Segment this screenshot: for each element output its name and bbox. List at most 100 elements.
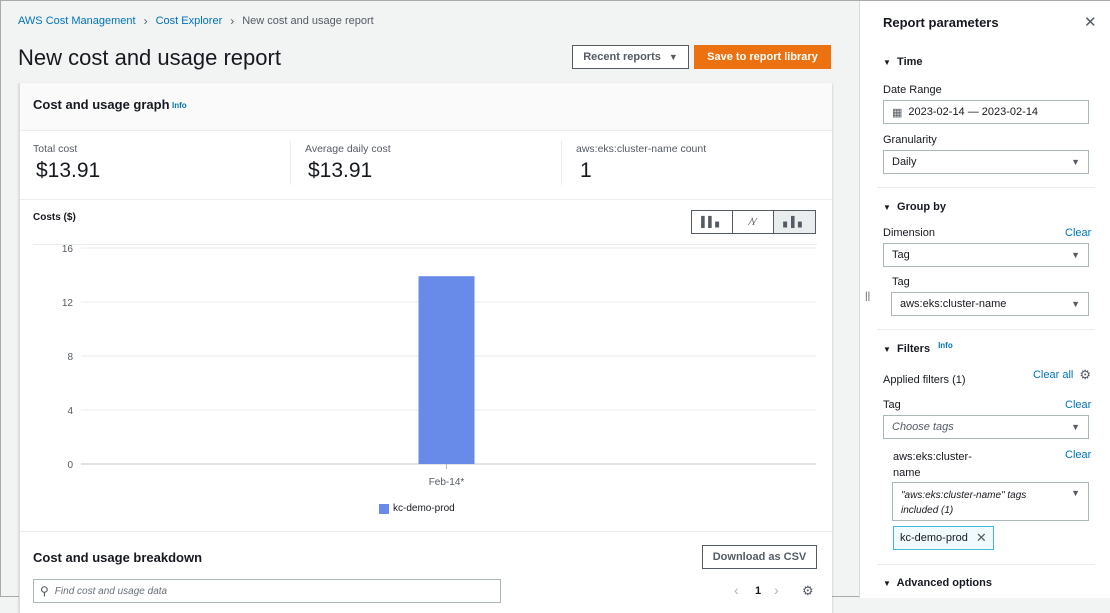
page-title: New cost and usage report bbox=[18, 45, 281, 70]
chevron-right-icon: › bbox=[230, 14, 235, 28]
settings-gear-icon[interactable]: ⚙ bbox=[1079, 367, 1091, 382]
filters-info-link[interactable]: Info bbox=[938, 341, 953, 350]
x-tick-label: Feb-14* bbox=[429, 477, 465, 488]
dimension-label: Dimension bbox=[883, 227, 935, 239]
card-header: Cost and usage graph Info bbox=[20, 83, 832, 131]
breadcrumb-cost-explorer[interactable]: Cost Explorer bbox=[155, 15, 223, 27]
caret-down-icon: ▼ bbox=[883, 345, 891, 354]
subtag-label: aws:eks:cluster-name bbox=[893, 451, 972, 479]
breakdown-search-input[interactable]: ⚲ Find cost and usage data bbox=[33, 579, 501, 603]
dimension-value: Tag bbox=[892, 249, 910, 261]
date-range-label: Date Range bbox=[883, 84, 942, 96]
tag-label: Tag bbox=[892, 276, 910, 288]
y-tick-label: 8 bbox=[67, 352, 73, 363]
granularity-label: Granularity bbox=[883, 134, 937, 146]
date-range-value: 2023-02-14 — 2023-02-14 bbox=[908, 106, 1039, 118]
breadcrumb: AWS Cost Management › Cost Explorer › Ne… bbox=[18, 14, 374, 28]
page-number[interactable]: 1 bbox=[755, 585, 762, 597]
metric-label: aws:eks:cluster-name count bbox=[576, 143, 707, 155]
download-csv-button[interactable]: Download as CSV bbox=[702, 545, 817, 569]
metric-label: Average daily cost bbox=[305, 143, 391, 155]
resize-handle-icon[interactable]: || bbox=[865, 291, 871, 302]
caret-down-icon: ▼ bbox=[883, 58, 891, 67]
subtag-clear-link[interactable]: Clear bbox=[1065, 449, 1092, 461]
filters-header: ▼ Filters Info bbox=[883, 341, 953, 355]
filter-tag-label: Tag bbox=[883, 399, 901, 411]
applied-filters-label: Applied filters (1) bbox=[883, 374, 966, 386]
stacked-bar-icon[interactable]: ▖▌▖ bbox=[774, 211, 815, 233]
caret-down-icon: ▼ bbox=[883, 579, 891, 588]
dimension-select[interactable]: Tag ▼ bbox=[883, 243, 1089, 267]
info-link[interactable]: Info bbox=[172, 101, 187, 110]
clear-all-link[interactable]: Clear all bbox=[1032, 369, 1074, 381]
caret-down-icon: ▼ bbox=[668, 52, 678, 62]
metric-total-cost: Total cost $13.91 bbox=[33, 143, 100, 183]
metric-value: $13.91 bbox=[36, 159, 101, 182]
filter-token: kc-demo-prod ✕ bbox=[893, 526, 994, 550]
section-label: Group by bbox=[897, 201, 946, 213]
tag-key-value: aws:eks:cluster-name bbox=[900, 298, 1007, 310]
granularity-value: Daily bbox=[892, 156, 917, 168]
search-placeholder: Find cost and usage data bbox=[54, 585, 168, 597]
line-chart-icon[interactable]: ⁄\⁄ bbox=[733, 211, 774, 233]
caret-down-icon: ▼ bbox=[1071, 299, 1080, 309]
caret-down-icon: ▼ bbox=[1071, 488, 1080, 498]
next-page-icon[interactable]: › bbox=[774, 582, 779, 598]
date-range-input[interactable]: ▦ 2023-02-14 — 2023-02-14 bbox=[883, 100, 1089, 124]
caret-down-icon: ▼ bbox=[1071, 422, 1080, 432]
bar bbox=[418, 276, 475, 464]
section-label: Advanced options bbox=[896, 577, 992, 589]
panel-title: Report parameters bbox=[883, 15, 999, 30]
caret-down-icon: ▼ bbox=[1071, 157, 1080, 167]
granularity-select[interactable]: Daily ▼ bbox=[883, 150, 1089, 174]
y-axis-label: Costs ($) bbox=[33, 212, 76, 223]
y-tick-label: 12 bbox=[62, 298, 74, 309]
tag-key-select[interactable]: aws:eks:cluster-name ▼ bbox=[891, 292, 1089, 316]
legend-swatch bbox=[379, 503, 389, 514]
prev-page-icon[interactable]: ‹ bbox=[734, 582, 739, 598]
section-label: Time bbox=[897, 56, 923, 68]
subtag-values-select[interactable]: "aws:eks:cluster-name" tags included (1)… bbox=[892, 482, 1089, 521]
section-advanced-toggle[interactable]: ▼ Advanced options bbox=[883, 577, 992, 589]
card-title: Cost and usage graph bbox=[33, 97, 170, 112]
chart-type-toggle: ▌▌▖ ⁄\⁄ ▖▌▖ bbox=[691, 210, 816, 234]
clear-all-row: Clear all ⚙ bbox=[1033, 367, 1091, 383]
section-label: Filters bbox=[897, 343, 931, 355]
choose-tags-placeholder: Choose tags bbox=[892, 421, 954, 433]
breadcrumb-current: New cost and usage report bbox=[242, 15, 374, 27]
recent-reports-button[interactable]: Recent reports ▼ bbox=[572, 45, 689, 69]
token-label: kc-demo-prod bbox=[900, 532, 968, 544]
chart-legend: kc-demo-prod bbox=[379, 503, 455, 514]
remove-token-icon[interactable]: ✕ bbox=[975, 530, 987, 545]
bar-chart-icon[interactable]: ▌▌▖ bbox=[692, 211, 733, 233]
calendar-icon: ▦ bbox=[892, 106, 903, 119]
metric-value: 1 bbox=[580, 159, 592, 182]
section-group-by-toggle[interactable]: ▼ Group by bbox=[883, 201, 946, 213]
metric-value: $13.91 bbox=[308, 159, 373, 182]
section-filters-toggle[interactable]: ▼ Filters bbox=[883, 343, 930, 355]
y-tick-label: 16 bbox=[62, 244, 74, 255]
y-tick-label: 0 bbox=[67, 460, 73, 471]
search-icon: ⚲ bbox=[40, 584, 49, 598]
metric-label: Total cost bbox=[33, 143, 78, 155]
choose-tags-select[interactable]: Choose tags ▼ bbox=[883, 415, 1089, 439]
close-icon[interactable]: ✕ bbox=[1084, 14, 1097, 31]
legend-label: kc-demo-prod bbox=[393, 503, 455, 514]
dimension-clear-link[interactable]: Clear bbox=[1065, 227, 1092, 239]
cost-chart: 0 4 8 12 16 Feb-14* bbox=[62, 244, 816, 488]
y-tick-label: 4 bbox=[67, 406, 73, 417]
settings-gear-icon[interactable]: ⚙ bbox=[802, 583, 814, 598]
caret-down-icon: ▼ bbox=[1071, 250, 1080, 260]
recent-reports-label: Recent reports bbox=[583, 51, 661, 63]
metric-cluster-count: aws:eks:cluster-name count 1 bbox=[576, 143, 706, 183]
subtag-values-text: "aws:eks:cluster-name" tags included (1) bbox=[901, 490, 1027, 516]
chevron-right-icon: › bbox=[143, 14, 148, 28]
breakdown-title: Cost and usage breakdown bbox=[33, 550, 203, 565]
filter-tag-clear-link[interactable]: Clear bbox=[1065, 399, 1092, 411]
section-time-toggle[interactable]: ▼ Time bbox=[883, 56, 923, 68]
save-to-library-button[interactable]: Save to report library bbox=[694, 45, 831, 69]
caret-down-icon: ▼ bbox=[883, 203, 891, 212]
breadcrumb-cost-management[interactable]: AWS Cost Management bbox=[18, 15, 136, 27]
report-parameters-panel: || Report parameters ✕ ▼ Time Date Range… bbox=[859, 1, 1110, 598]
metric-average-daily-cost: Average daily cost $13.91 bbox=[305, 143, 391, 183]
